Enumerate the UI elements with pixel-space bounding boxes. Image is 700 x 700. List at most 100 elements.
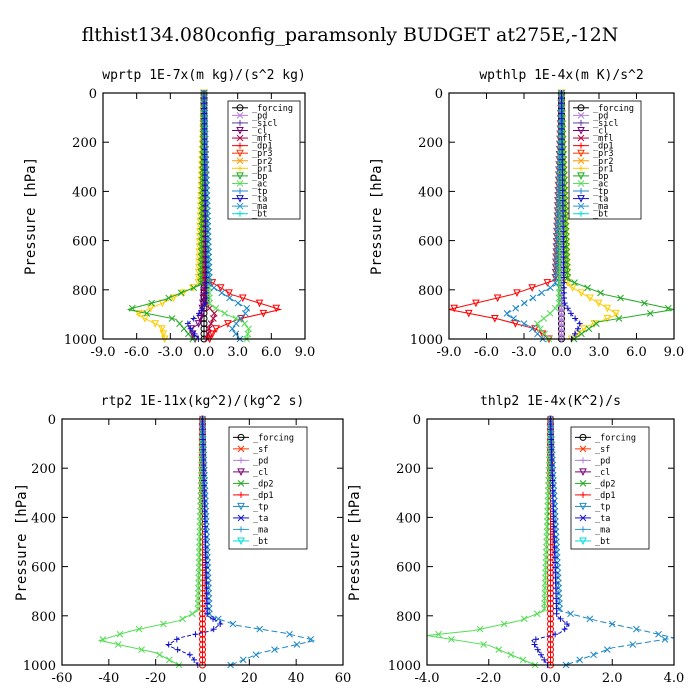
legend-entry: _dp1 [595,491,615,501]
data-point [148,299,155,307]
y-axis-label: Pressure [hPa] [23,157,39,275]
data-point [203,600,210,607]
data-point [195,574,202,582]
data-point [199,421,206,428]
y-tick-label: 400 [72,185,97,200]
data-point [559,182,566,189]
legend-marker [577,112,585,119]
x-tick-label: -3.0 [511,345,536,360]
legend-marker [577,195,585,203]
data-point [202,539,209,545]
y-tick-label: 200 [72,136,97,151]
data-point [203,284,210,291]
data-point [199,656,206,664]
data-point [271,646,278,653]
data-point [560,279,567,286]
y-tick-label: 600 [418,235,443,250]
data-point [560,295,567,301]
data-point [513,289,521,297]
data-point [224,320,232,328]
data-point [188,610,196,618]
data-point [563,258,571,266]
data-point [574,325,581,332]
data-point [212,325,220,333]
x-tick-label: 40 [288,671,305,686]
data-point [205,253,213,261]
legend-entry: _ma [595,525,610,535]
legend-marker [237,514,245,522]
data-point [552,590,559,597]
y-axis-label: Pressure [hPa] [14,483,30,601]
data-point [541,595,549,602]
data-point [557,615,564,622]
data-point [646,310,654,317]
legend-entry: _forcing [252,104,293,114]
data-point [143,310,151,317]
data-point [553,605,560,612]
series-line [166,418,223,666]
data-point [201,95,208,102]
data-point [195,554,203,561]
data-point [567,310,574,317]
data-point [560,259,567,266]
data-point [238,294,247,303]
data-point [201,110,208,117]
data-point [201,120,208,127]
data-point [548,462,555,469]
series-dp1 [448,89,566,344]
x-tick-label: 2.0 [602,671,623,686]
data-point [307,636,315,643]
data-point [554,197,562,204]
data-point [114,641,122,648]
data-point [553,595,560,602]
data-point [543,518,551,525]
data-point [99,636,107,643]
data-point [197,258,205,266]
x-tick-label: 20 [241,671,258,686]
data-point [556,222,564,230]
data-point [560,269,567,276]
data-point [194,595,202,602]
y-tick-label: 0 [48,413,56,428]
data-point [201,105,208,112]
data-point [553,222,561,230]
data-point [200,451,207,458]
data-point [557,309,566,318]
data-point [200,320,208,328]
data-point [629,641,637,648]
series-ta [184,90,210,342]
data-point [554,207,562,215]
data-point [202,254,209,260]
legend-marker [236,180,244,187]
data-point [197,269,205,276]
data-point [198,207,206,215]
data-point [204,610,211,617]
data-point [199,651,206,659]
legend-entry: _bt [252,210,267,220]
data-point [201,115,208,122]
legend-entry: _ta [593,195,608,205]
data-point [547,421,554,428]
data-point [199,630,206,638]
data-point [203,289,210,296]
data-point [554,202,562,210]
legend-marker [238,526,244,533]
data-point [202,197,209,204]
data-point [545,482,552,489]
data-point [195,559,203,566]
series-dp1 [97,415,206,669]
legend-entry: _pr2 [593,157,613,167]
series-line [550,418,675,666]
legend-marker [237,142,243,149]
legend-entry: _tp [252,187,267,197]
data-point [559,197,566,204]
data-point [547,635,554,643]
legend-entry: _cl [593,127,608,137]
data-point [538,289,546,297]
legend-entry: _cl [252,127,267,137]
data-point [586,294,594,303]
data-point [138,646,145,653]
data-point [541,579,549,587]
data-point [543,543,550,551]
data-point [201,131,208,137]
